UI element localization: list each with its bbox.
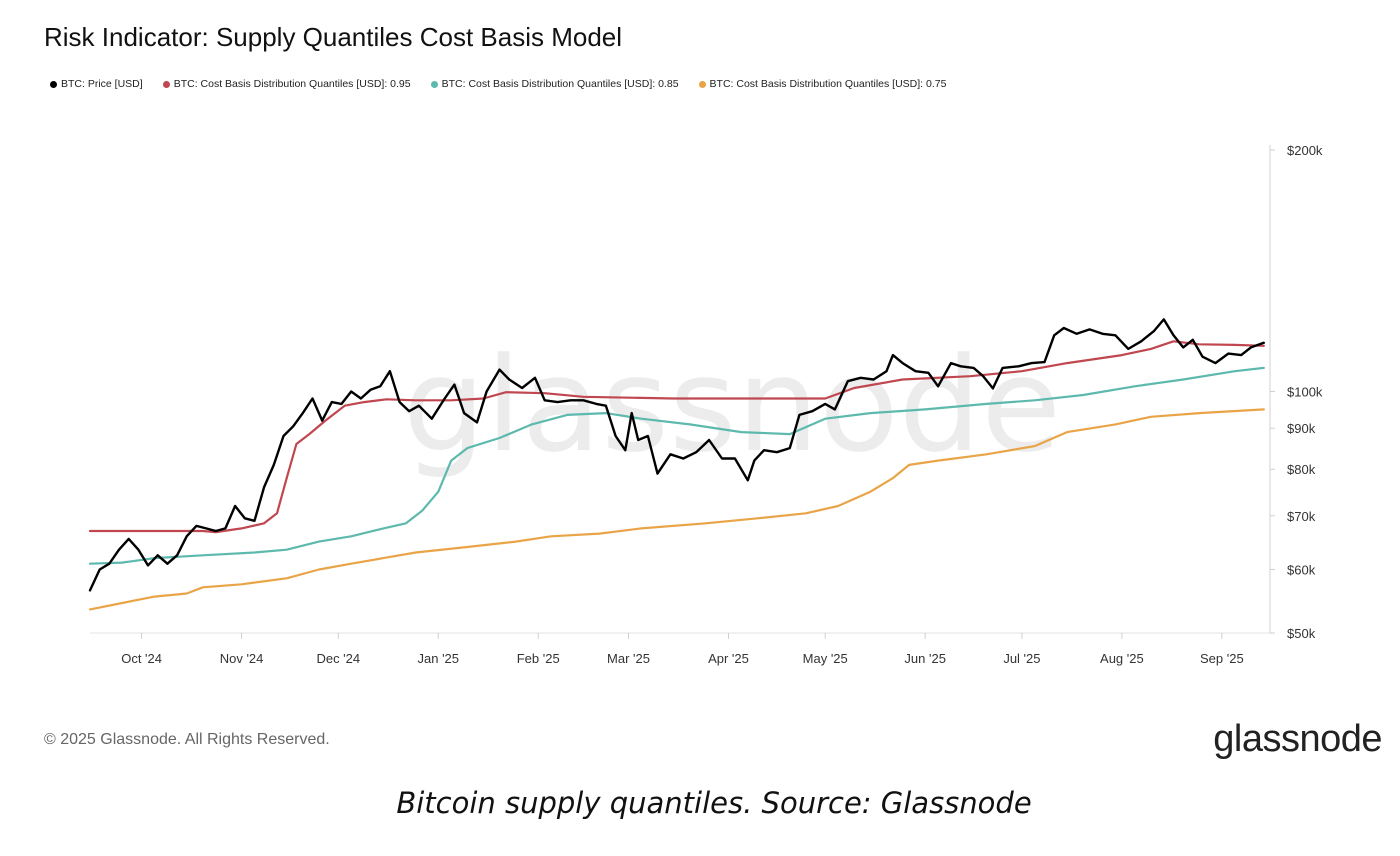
x-tick-label: Dec '24 [316, 651, 360, 666]
legend-item-price[interactable]: BTC: Price [USD] [50, 78, 143, 90]
legend-dot [430, 80, 438, 88]
x-tick-label: Mar '25 [607, 651, 650, 666]
price-line [88, 318, 1265, 592]
legend-dot [162, 80, 170, 88]
legend-item-q95[interactable]: BTC: Cost Basis Distribution Quantiles [… [162, 78, 411, 90]
glassnode-logo: glassnode [1213, 718, 1382, 760]
quantile-095-line [88, 340, 1265, 534]
figure-caption: Bitcoin supply quantiles. Source: Glassn… [396, 786, 1032, 820]
y-tick-label: $60k [1287, 562, 1316, 577]
x-tick-label: Aug '25 [1100, 651, 1144, 666]
x-tick-label: Nov '24 [220, 651, 264, 666]
y-tick-label: $50k [1287, 626, 1316, 641]
y-tick-label: $100k [1287, 385, 1323, 400]
quantile-085-line [88, 366, 1265, 565]
copyright-text: © 2025 Glassnode. All Rights Reserved. [44, 731, 330, 748]
chart-title: Risk Indicator: Supply Quantiles Cost Ba… [44, 22, 623, 52]
legend-item-q75[interactable]: BTC: Cost Basis Distribution Quantiles [… [698, 78, 947, 90]
y-tick-label: $70k [1287, 509, 1316, 524]
quantile-075-line [88, 408, 1265, 611]
legend-dot [698, 80, 706, 88]
x-tick-label: Oct '24 [121, 651, 162, 666]
watermark: glassnode [403, 329, 1061, 481]
x-tick-label: Jul '25 [1003, 651, 1040, 666]
legend-dot [50, 80, 57, 88]
chart-plot: glassnode Oct '24 Nov '24 Dec '24 Jan '25 Fe… [88, 143, 1323, 666]
y-tick-label: $80k [1287, 462, 1316, 477]
legend-item-q85[interactable]: BTC: Cost Basis Distribution Quantiles [… [430, 78, 679, 90]
x-tick-label: May '25 [803, 651, 848, 666]
x-tick-label: Jun '25 [904, 651, 946, 666]
x-tick-label: Sep '25 [1200, 651, 1244, 666]
legend-label: BTC: Cost Basis Distribution Quantiles [… [709, 78, 947, 90]
y-tick-label: $90k [1287, 421, 1316, 436]
x-tick-label: Jan '25 [418, 651, 460, 666]
x-tick-label: Feb '25 [517, 651, 560, 666]
x-tick-label: Apr '25 [708, 651, 749, 666]
legend: BTC: Price [USD] BTC: Cost Basis Distrib… [50, 78, 946, 90]
legend-label: BTC: Cost Basis Distribution Quantiles [… [441, 78, 679, 90]
legend-label: BTC: Cost Basis Distribution Quantiles [… [173, 78, 411, 90]
y-tick-label: $200k [1287, 143, 1323, 158]
legend-label: BTC: Price [USD] [61, 78, 143, 90]
